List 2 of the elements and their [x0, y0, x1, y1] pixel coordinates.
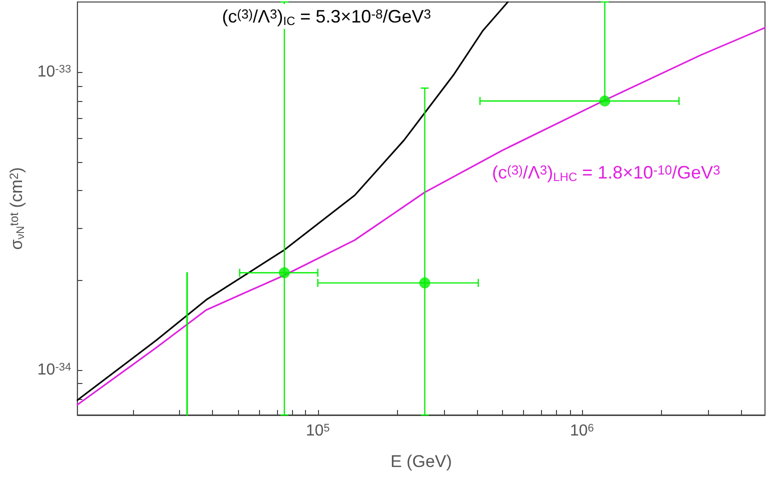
y-axis-title: σνNtot (cm2) [7, 167, 27, 250]
x-axis-title: E (GeV) [390, 452, 452, 471]
